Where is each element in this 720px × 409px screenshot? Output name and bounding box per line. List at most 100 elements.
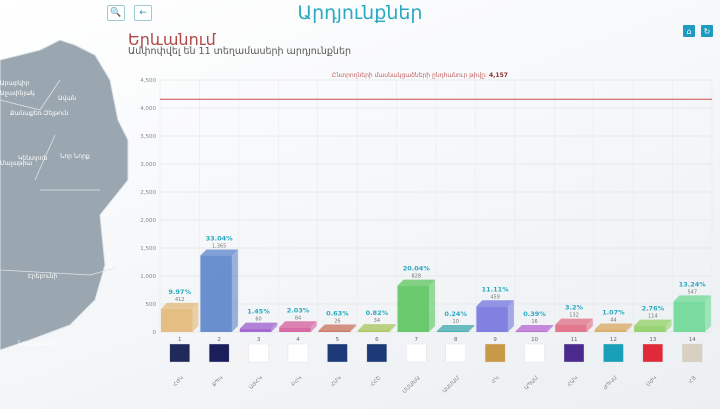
party-name-label: ՀԺԿ <box>172 375 185 388</box>
value-label: 60 <box>255 317 261 323</box>
arrow-left-icon: ← <box>139 8 147 18</box>
party-name-label: ՀՅ <box>688 375 698 385</box>
bar[interactable] <box>239 328 272 332</box>
bar-side <box>350 324 357 332</box>
bar[interactable] <box>200 255 232 332</box>
district-map[interactable]: Ավան Քանաքեռ-Զեյթուն Աջափնյակ Կենտրոն Նո… <box>0 40 135 360</box>
bar[interactable] <box>358 330 390 332</box>
party-logo-icon[interactable] <box>563 343 585 363</box>
y-tick-label: 500 <box>146 302 157 308</box>
party-logo-icon[interactable] <box>603 343 624 363</box>
bar[interactable] <box>160 308 193 332</box>
bar-top <box>318 324 357 331</box>
bar-side <box>705 295 712 332</box>
bar-side <box>626 323 633 332</box>
bar[interactable] <box>673 301 706 332</box>
bar-side <box>665 319 672 332</box>
y-tick-label: 1,500 <box>140 246 156 252</box>
percent-label: 3.2% <box>565 304 584 312</box>
district-label[interactable]: Կենտրոն <box>18 155 47 162</box>
bar-side <box>586 318 593 332</box>
bar[interactable] <box>397 285 430 332</box>
home-icon: ⌂ <box>686 26 692 36</box>
value-label: 16 <box>531 319 537 325</box>
value-label: 828 <box>412 274 422 280</box>
category-number: 5 <box>336 337 340 343</box>
district-label[interactable]: Նոր Նորք <box>60 153 90 160</box>
party-name-label: ԱՊԱՄ <box>524 375 541 392</box>
party-logo-icon[interactable] <box>682 343 703 363</box>
party-logo-icon[interactable] <box>287 343 309 363</box>
bar[interactable] <box>279 327 311 332</box>
category-number: 14 <box>689 337 696 343</box>
district-label[interactable]: Մալաթիա <box>0 160 32 167</box>
bar[interactable] <box>634 325 666 332</box>
search-button[interactable]: 🔍 <box>107 5 125 21</box>
bar-side <box>231 249 238 332</box>
bar-side <box>271 322 278 332</box>
y-tick-label: 1,000 <box>140 274 156 280</box>
y-tick-label: 4,000 <box>140 106 156 112</box>
district-label[interactable]: Էրեբունի <box>28 273 57 280</box>
bar-top <box>279 321 317 328</box>
percent-label: 1.45% <box>247 308 270 316</box>
value-label: 132 <box>569 313 579 319</box>
percent-label: 20.04% <box>403 265 431 273</box>
party-name-label: ՄՄԱԽԱ <box>402 375 422 395</box>
party-logo-icon[interactable] <box>366 343 388 363</box>
category-number: 8 <box>454 337 458 343</box>
party-name-label: ԲՀԿ <box>291 375 304 388</box>
value-label: 44 <box>610 318 616 324</box>
party-name-label: ԺՊԿՄ <box>603 375 620 392</box>
y-tick-label: 2,000 <box>140 218 156 224</box>
district-label[interactable]: Աջափնյակ <box>0 90 35 97</box>
bar-side <box>507 300 514 332</box>
refresh-button[interactable]: ↻ <box>701 25 713 37</box>
bar[interactable] <box>318 330 351 332</box>
category-number: 10 <box>531 337 538 343</box>
value-label: 26 <box>334 319 340 325</box>
party-logo-icon[interactable] <box>169 343 190 363</box>
bar[interactable] <box>476 306 508 332</box>
category-number: 7 <box>415 337 419 343</box>
party-logo-icon[interactable] <box>406 343 427 363</box>
bar-top <box>594 323 633 330</box>
bar-top <box>200 249 238 256</box>
percent-label: 13.24% <box>679 280 707 288</box>
bar-side <box>310 321 317 332</box>
bar[interactable] <box>515 331 548 332</box>
home-button[interactable]: ⌂ <box>683 25 695 37</box>
threshold-label: Ընտրողների մասնակցածների ընդհանուր թիվը:… <box>332 72 508 79</box>
bar[interactable] <box>436 331 469 332</box>
region-summary: Ամփոփվել են 11 տեղամասերի արդյունքներ <box>128 46 351 57</box>
party-logo-icon[interactable] <box>208 343 230 363</box>
percent-label: 0.63% <box>326 310 349 318</box>
district-label[interactable]: Ավան <box>58 95 76 102</box>
category-number: 6 <box>375 337 379 343</box>
party-logo-icon[interactable] <box>445 343 466 363</box>
bar[interactable] <box>594 329 627 332</box>
bar-top <box>397 279 436 286</box>
party-logo-icon[interactable] <box>484 343 506 363</box>
back-button[interactable]: ← <box>134 5 152 21</box>
bar-top <box>160 302 199 309</box>
district-label[interactable]: Արաբկիր <box>0 80 30 87</box>
percent-label: 0.82% <box>366 309 389 317</box>
y-tick-label: 3,500 <box>140 134 156 140</box>
category-number: 11 <box>571 337 578 343</box>
value-label: 1,365 <box>212 244 226 250</box>
bar[interactable] <box>555 324 587 332</box>
y-tick-label: 2,500 <box>140 190 156 196</box>
map-shape <box>0 40 129 351</box>
party-name-label: ՀՄԿ <box>330 375 343 388</box>
district-label[interactable]: Նուբարաշեն <box>18 340 59 347</box>
y-tick-label: 0 <box>153 330 157 336</box>
district-label[interactable]: Քանաքեռ-Զեյթուն <box>10 110 69 117</box>
value-label: 34 <box>374 318 380 324</box>
party-logo-icon[interactable] <box>642 343 664 363</box>
party-logo-icon[interactable] <box>248 343 269 363</box>
party-logo-icon[interactable] <box>524 343 545 363</box>
party-logo-icon[interactable] <box>327 343 348 363</box>
party-name-label: ՀԱԿ <box>567 375 580 388</box>
value-label: 459 <box>490 294 500 300</box>
